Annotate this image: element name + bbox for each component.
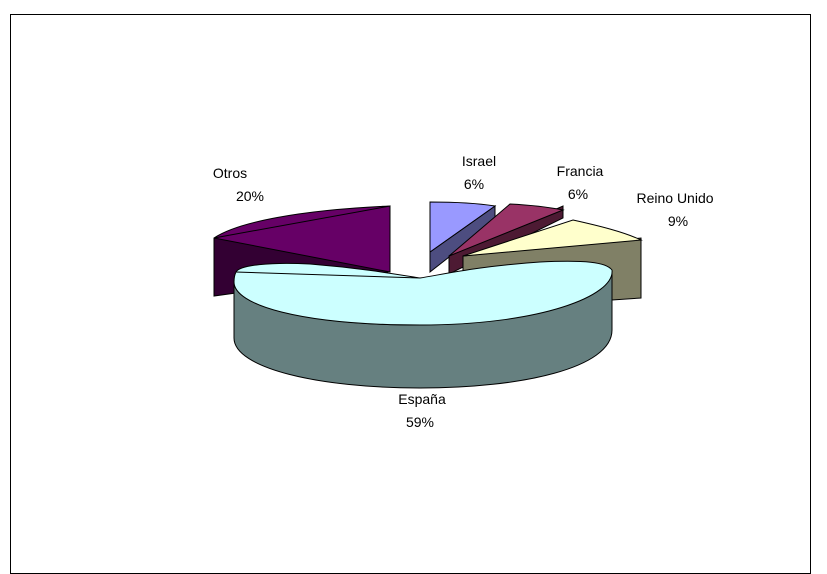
slice-top-reino-unido: [462, 219, 643, 257]
label-pct-reino-unido: 9%: [668, 213, 688, 229]
slice-top-francia: [448, 203, 565, 257]
slice-top-israel: [429, 201, 497, 253]
pie-tops: [213, 201, 643, 326]
pie-labels: Otros 20% Israel 6% Francia 6% Reino Uni…: [213, 153, 714, 430]
label-pct-francia: 6%: [568, 186, 588, 202]
label-name-reino-unido: Reino Unido: [636, 190, 713, 206]
label-name-francia: Francia: [557, 163, 604, 179]
label-name-otros: Otros: [213, 165, 247, 181]
slice-top-otros: [213, 205, 391, 273]
label-name-espana: España: [398, 391, 446, 407]
label-name-israel: Israel: [462, 153, 496, 169]
label-pct-israel: 6%: [464, 176, 484, 192]
label-pct-espana: 59%: [406, 414, 434, 430]
slice-top-espana: [233, 260, 613, 326]
label-pct-otros: 20%: [236, 188, 264, 204]
